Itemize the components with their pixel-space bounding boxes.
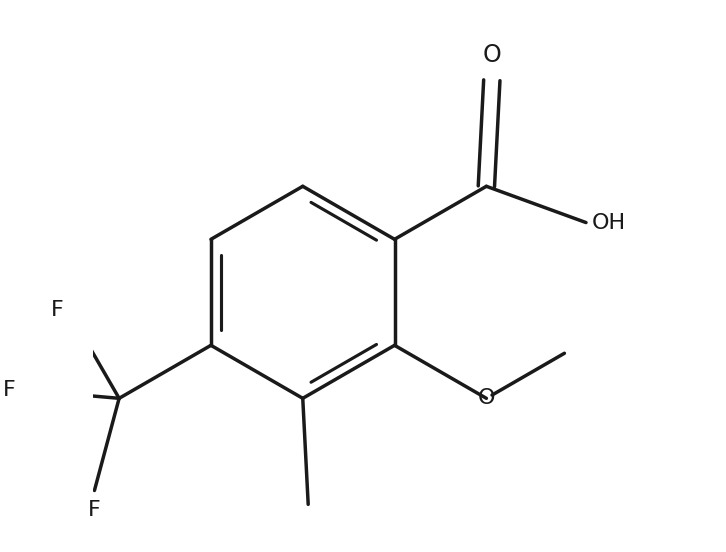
Text: OH: OH [592,213,626,232]
Text: F: F [3,380,16,400]
Text: F: F [88,500,101,521]
Text: O: O [483,43,501,67]
Text: O: O [478,388,495,408]
Text: F: F [51,300,63,320]
